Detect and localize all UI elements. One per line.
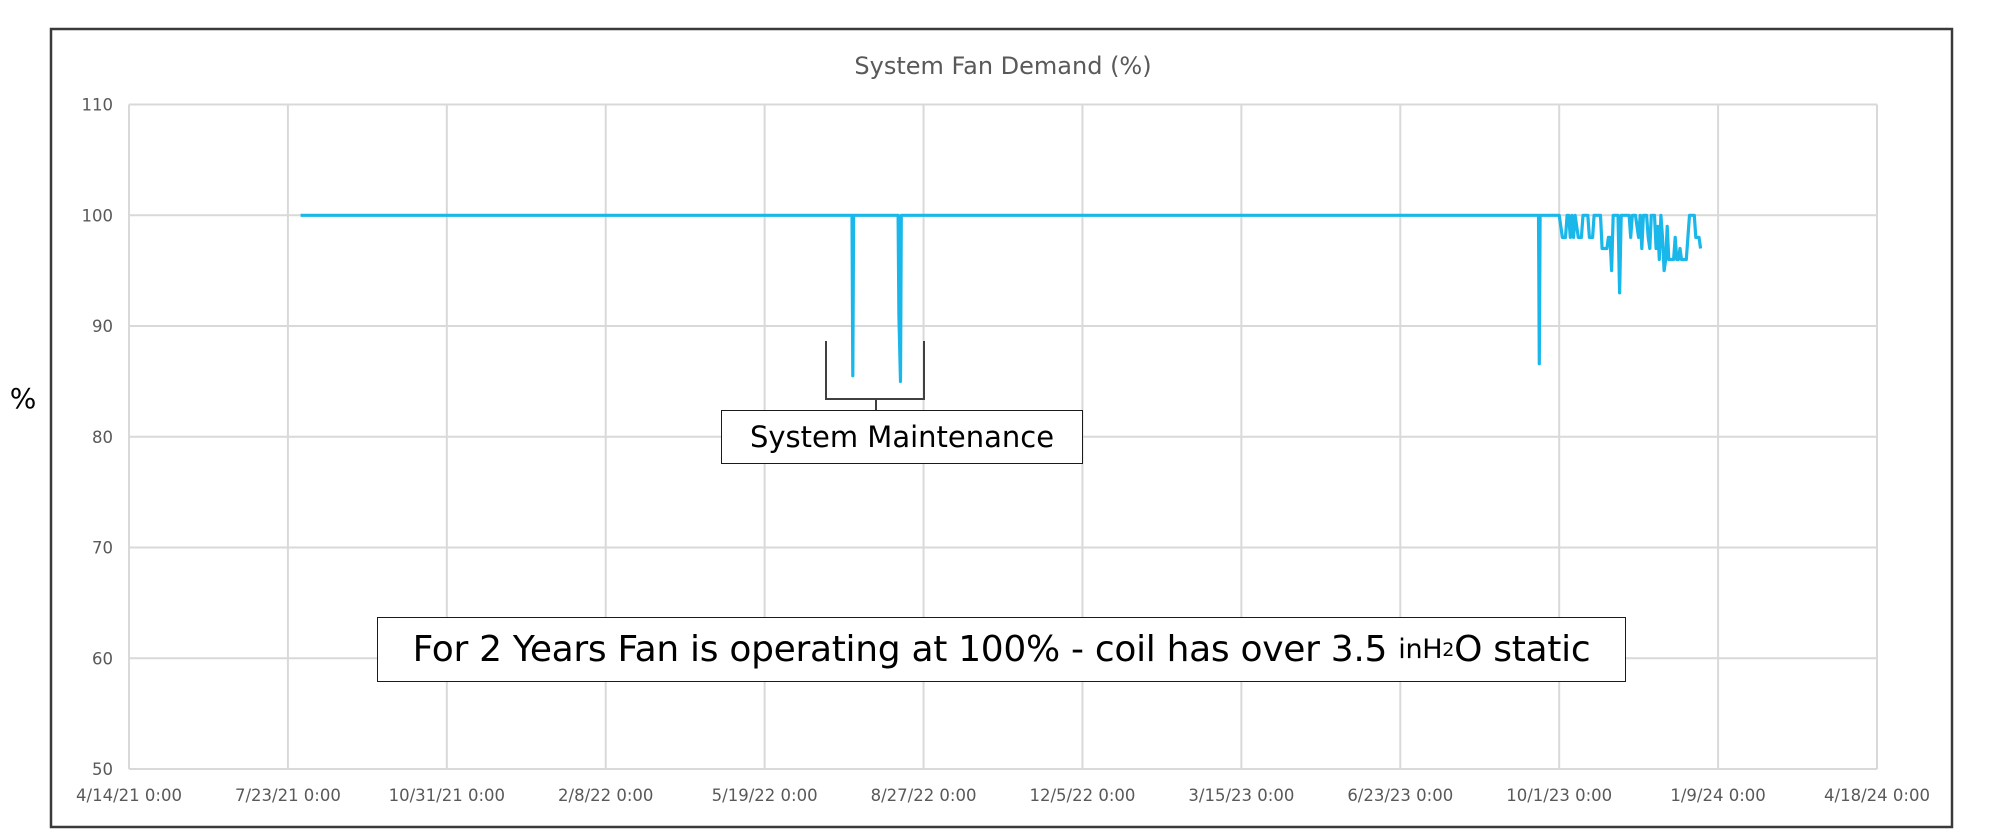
x-tick-label: 6/23/23 0:00 (1347, 786, 1453, 805)
summary-text-suffix: static (1482, 629, 1591, 670)
x-tick-label: 7/23/21 0:00 (235, 786, 341, 805)
summary-unit: inH (1398, 634, 1443, 665)
fan-demand-line (300, 213, 1703, 383)
summary-annotation: For 2 Years Fan is operating at 100% - c… (377, 617, 1626, 682)
x-tick-label: 10/1/23 0:00 (1506, 786, 1612, 805)
maintenance-annotation-text: System Maintenance (749, 420, 1055, 454)
x-tick-label: 10/31/21 0:00 (389, 786, 505, 805)
y-tick-label: 110 (82, 96, 114, 115)
x-axis-ticks: 4/14/21 0:00 7/23/21 0:00 10/31/21 0:00 2/8… (76, 786, 1930, 805)
maintenance-bracket (825, 341, 925, 410)
x-tick-label: 3/15/23 0:00 (1188, 786, 1294, 805)
y-tick-label: 60 (92, 649, 113, 668)
summary-unit-tail: O (1454, 629, 1483, 670)
x-tick-label: 4/14/21 0:00 (76, 786, 182, 805)
chart-title: System Fan Demand (%) (854, 52, 1151, 80)
x-tick-label: 2/8/22 0:00 (558, 786, 653, 805)
x-tick-label: 5/19/22 0:00 (712, 786, 818, 805)
y-tick-label: 50 (92, 760, 113, 779)
x-tick-label: 4/18/24 0:00 (1824, 786, 1930, 805)
summary-text-prefix: For 2 Years Fan is operating at 100% - c… (412, 629, 1399, 670)
y-axis-label: % (10, 382, 37, 415)
y-tick-label: 100 (82, 206, 114, 225)
x-tick-label: 12/5/22 0:00 (1030, 786, 1136, 805)
y-tick-label: 90 (92, 317, 113, 336)
y-tick-label: 70 (92, 539, 113, 558)
y-tick-label: 80 (92, 428, 113, 447)
x-tick-label: 8/27/22 0:00 (871, 786, 977, 805)
y-axis-ticks: 50 60 70 80 90 100 110 (82, 96, 114, 780)
maintenance-annotation: System Maintenance (721, 410, 1083, 464)
x-tick-label: 1/9/24 0:00 (1670, 786, 1765, 805)
